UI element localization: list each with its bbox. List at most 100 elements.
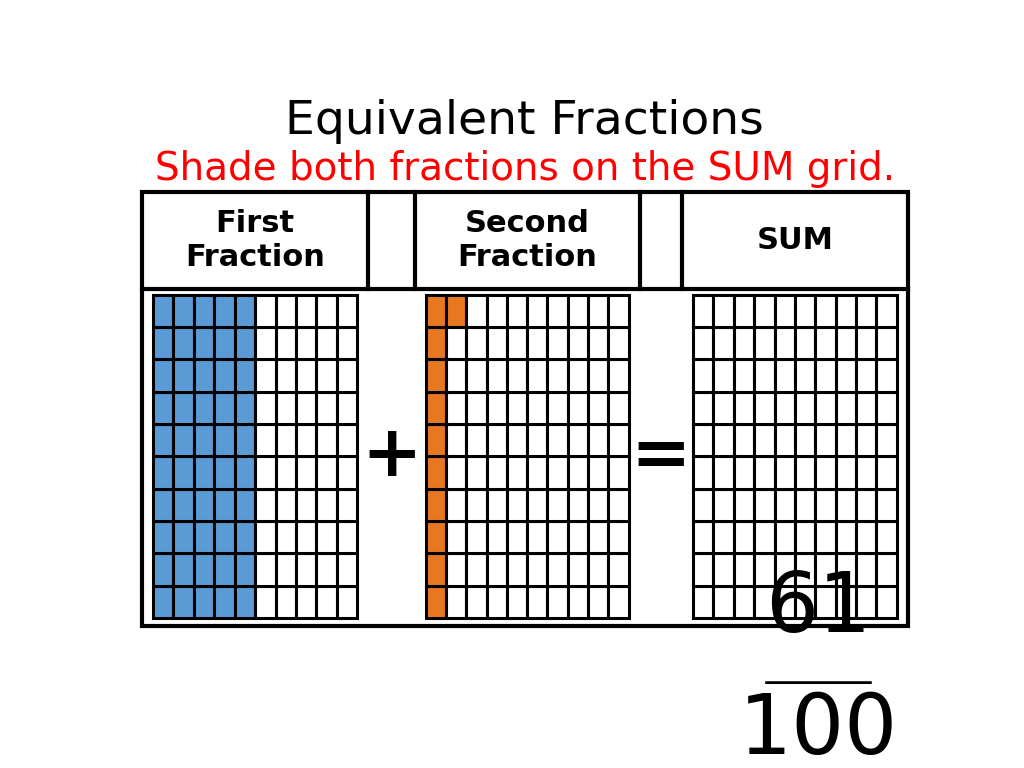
Bar	[466, 456, 486, 488]
Bar	[754, 359, 774, 392]
Bar	[173, 488, 194, 521]
Bar	[774, 295, 795, 327]
Bar	[173, 586, 194, 618]
Bar	[153, 521, 173, 554]
Bar	[836, 521, 856, 554]
Bar	[877, 295, 897, 327]
Bar	[588, 424, 608, 456]
Bar	[815, 424, 836, 456]
Bar	[214, 392, 234, 424]
Bar	[173, 424, 194, 456]
Bar	[856, 521, 877, 554]
Bar	[426, 554, 445, 586]
Bar	[836, 359, 856, 392]
Bar	[316, 392, 337, 424]
Bar	[608, 392, 629, 424]
Bar	[608, 554, 629, 586]
Bar	[445, 327, 466, 359]
Bar	[714, 488, 734, 521]
Bar	[316, 359, 337, 392]
Bar	[608, 424, 629, 456]
Bar	[426, 586, 445, 618]
Bar	[337, 424, 357, 456]
Bar	[836, 488, 856, 521]
Text: Shade both fractions on the SUM grid.: Shade both fractions on the SUM grid.	[155, 151, 895, 188]
Bar	[214, 488, 234, 521]
Bar	[856, 554, 877, 586]
Bar	[714, 424, 734, 456]
Bar	[815, 521, 836, 554]
Bar	[836, 327, 856, 359]
Bar	[877, 327, 897, 359]
Bar	[527, 554, 548, 586]
Bar	[836, 554, 856, 586]
Bar	[234, 359, 255, 392]
Bar	[608, 359, 629, 392]
Bar	[588, 295, 608, 327]
Bar	[142, 192, 907, 626]
Bar	[754, 521, 774, 554]
Bar	[815, 327, 836, 359]
Bar	[795, 488, 815, 521]
Bar	[255, 327, 275, 359]
Bar	[275, 359, 296, 392]
Bar	[194, 586, 214, 618]
Bar	[795, 586, 815, 618]
Bar	[608, 586, 629, 618]
Bar	[234, 554, 255, 586]
Bar	[856, 424, 877, 456]
Bar	[795, 554, 815, 586]
Bar	[877, 392, 897, 424]
Bar	[567, 456, 588, 488]
Bar	[194, 456, 214, 488]
Bar	[714, 521, 734, 554]
Bar	[693, 488, 714, 521]
Bar	[296, 586, 316, 618]
Bar	[275, 586, 296, 618]
Bar	[527, 488, 548, 521]
Bar	[877, 424, 897, 456]
Bar	[754, 488, 774, 521]
Bar	[337, 295, 357, 327]
Bar	[445, 295, 466, 327]
Bar	[275, 521, 296, 554]
Bar	[836, 586, 856, 618]
Text: Equivalent Fractions: Equivalent Fractions	[286, 99, 764, 144]
Bar	[588, 586, 608, 618]
Bar	[296, 424, 316, 456]
Bar	[588, 521, 608, 554]
Bar	[693, 327, 714, 359]
Bar	[234, 488, 255, 521]
Bar	[426, 521, 445, 554]
Bar	[445, 359, 466, 392]
Bar	[774, 424, 795, 456]
Bar	[795, 359, 815, 392]
Bar	[173, 327, 194, 359]
Bar	[856, 295, 877, 327]
Bar	[153, 424, 173, 456]
Bar	[275, 554, 296, 586]
Bar	[507, 392, 527, 424]
Text: =: =	[631, 422, 691, 491]
Bar	[153, 327, 173, 359]
Bar	[507, 586, 527, 618]
Bar	[588, 488, 608, 521]
Bar	[337, 521, 357, 554]
Bar	[608, 488, 629, 521]
Bar	[774, 521, 795, 554]
Bar	[194, 392, 214, 424]
Bar	[255, 392, 275, 424]
Bar	[316, 586, 337, 618]
Bar	[815, 392, 836, 424]
Bar	[316, 554, 337, 586]
Bar	[275, 327, 296, 359]
Bar	[173, 359, 194, 392]
Bar	[507, 327, 527, 359]
Bar	[588, 554, 608, 586]
Bar	[296, 327, 316, 359]
Bar	[734, 554, 754, 586]
Bar	[466, 295, 486, 327]
Bar	[693, 359, 714, 392]
Bar	[316, 456, 337, 488]
Bar	[774, 359, 795, 392]
